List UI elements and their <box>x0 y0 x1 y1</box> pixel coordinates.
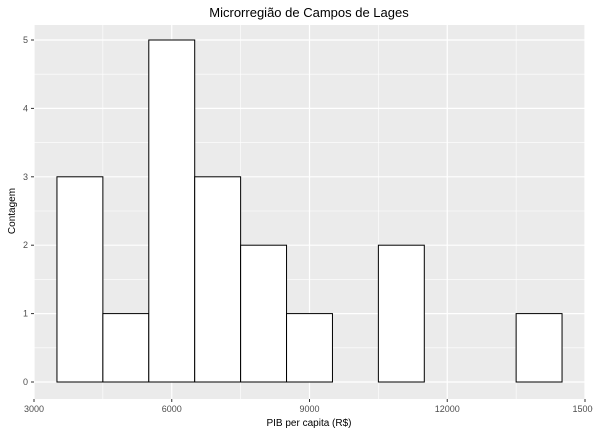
y-axis-ticks: 0 1 2 3 4 5 <box>23 35 34 387</box>
y-tick-label: 2 <box>23 240 28 250</box>
histogram-bar <box>286 313 333 383</box>
histogram-bar <box>194 176 242 383</box>
x-tick-label: 9000 <box>299 404 319 414</box>
histogram-bars <box>56 39 563 383</box>
histogram-bar <box>148 39 196 383</box>
y-tick-label: 4 <box>23 103 28 113</box>
y-axis-title: Contagem <box>7 188 18 234</box>
y-tick-label: 3 <box>23 172 28 182</box>
chart-title: Microrregião de Campos de Lages <box>209 5 409 20</box>
histogram-bar <box>56 176 104 383</box>
histogram-bar <box>240 244 288 383</box>
x-tick-label: 12000 <box>435 404 460 414</box>
x-tick-label: 6000 <box>162 404 182 414</box>
x-tick-label: 3000 <box>24 404 44 414</box>
x-axis-title: PIB per capita (R$) <box>266 418 351 429</box>
y-tick-label: 5 <box>23 35 28 45</box>
y-tick-label: 0 <box>23 377 28 387</box>
histogram-bar <box>102 313 150 383</box>
y-tick-label: 1 <box>23 309 28 319</box>
histogram-bar <box>515 313 563 383</box>
histogram-bar <box>377 244 425 383</box>
